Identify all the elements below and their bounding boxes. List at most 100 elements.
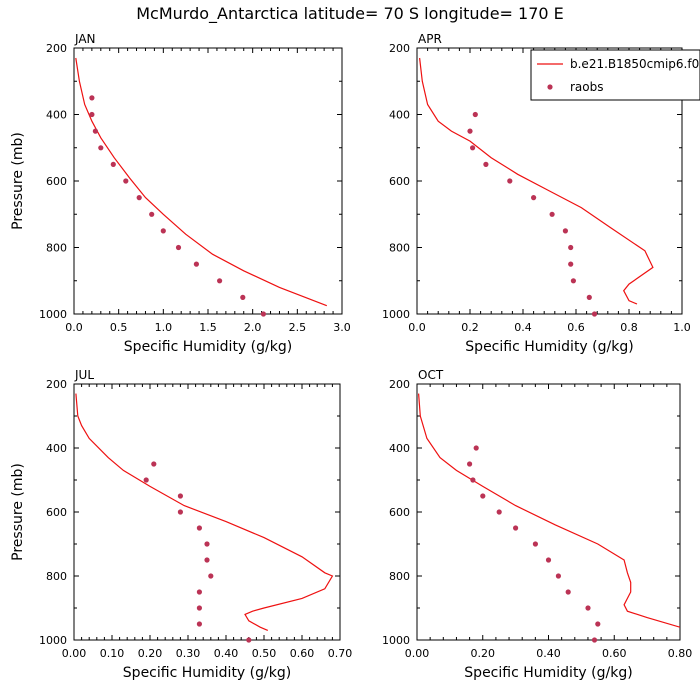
legend-box	[530, 49, 700, 101]
panel-title: OCT	[418, 368, 444, 382]
obs-point	[89, 111, 95, 118]
obs-point	[568, 261, 574, 267]
x-tick-label: 0.50	[252, 647, 277, 660]
obs-point	[196, 621, 202, 627]
obs-point	[555, 573, 562, 579]
model-line	[418, 393, 680, 628]
plot-frame	[416, 383, 681, 641]
obs-point	[177, 509, 183, 515]
y-tick-label: 1000	[39, 634, 67, 647]
obs-point	[177, 493, 183, 499]
y-tick-label: 400	[389, 442, 410, 455]
obs-point	[467, 461, 473, 467]
y-tick-label: 1000	[39, 308, 67, 321]
obs-point	[98, 145, 104, 151]
y-tick-label: 400	[46, 109, 67, 122]
obs-point	[591, 637, 598, 643]
obs-point	[217, 278, 223, 284]
model-line	[75, 393, 334, 631]
obs-point	[110, 161, 116, 167]
y-tick-label: 600	[389, 175, 410, 188]
y-tick-label: 600	[46, 175, 67, 188]
legend-model-label: b.e21.B1850cmip6.f09	[570, 57, 700, 71]
panel-title: JUL	[74, 368, 94, 382]
obs-point	[480, 493, 486, 499]
obs-point	[240, 294, 246, 300]
model-line	[75, 57, 328, 307]
x-tick-label: 0.5	[110, 321, 128, 334]
x-tick-label: 0.40	[214, 647, 239, 660]
plot-frame	[73, 47, 343, 315]
panel-title: JAN	[74, 32, 96, 46]
obs-point	[204, 541, 210, 547]
obs-point	[562, 228, 569, 234]
legend-obs-label: raobs	[570, 80, 604, 94]
y-tick-label: 1000	[382, 634, 410, 647]
y-axis-label: Pressure (mb)	[10, 132, 26, 230]
y-axis-label: Pressure (mb)	[10, 463, 26, 561]
obs-point	[549, 211, 555, 217]
obs-point	[591, 311, 598, 317]
x-tick-label: 0.20	[471, 647, 496, 660]
obs-point	[260, 311, 266, 317]
obs-point	[160, 228, 166, 234]
obs-point	[570, 278, 577, 284]
x-tick-label: 0.70	[328, 647, 353, 660]
obs-point	[531, 195, 537, 201]
y-tick-label: 200	[46, 378, 67, 391]
y-tick-label: 200	[389, 378, 410, 391]
obs-point	[136, 195, 142, 201]
obs-point	[565, 589, 571, 595]
x-tick-label: 0.10	[100, 647, 125, 660]
x-tick-label: 0.80	[668, 647, 693, 660]
obs-point	[483, 161, 489, 167]
obs-point	[532, 541, 539, 547]
obs-point	[151, 461, 157, 467]
x-tick-label: 0.4	[514, 321, 532, 334]
obs-point	[472, 111, 478, 118]
y-tick-label: 200	[389, 42, 410, 55]
obs-point	[496, 509, 502, 515]
panel-title: APR	[418, 32, 442, 46]
x-axis-label: Specific Humidity (g/kg)	[464, 665, 632, 681]
model-line	[419, 57, 654, 305]
obs-point	[470, 145, 476, 151]
obs-point	[196, 589, 202, 595]
x-tick-label: 0.60	[602, 647, 627, 660]
x-tick-label: 0.8	[620, 321, 638, 334]
obs-point	[585, 605, 591, 611]
y-tick-label: 200	[46, 42, 67, 55]
x-tick-label: 0.0	[408, 321, 426, 334]
y-tick-label: 800	[389, 570, 410, 583]
legend: b.e21.B1850cmip6.f09 raobs	[530, 49, 700, 101]
x-tick-label: 1.0	[673, 321, 691, 334]
x-axis-label: Specific Humidity (g/kg)	[465, 339, 633, 355]
x-tick-label: 2.5	[289, 321, 307, 334]
obs-point	[507, 178, 513, 184]
x-tick-label: 1.5	[199, 321, 217, 334]
x-tick-label: 0.0	[65, 321, 83, 334]
obs-point	[513, 525, 519, 531]
obs-point	[196, 605, 202, 611]
obs-point	[149, 211, 155, 217]
x-tick-label: 0.30	[176, 647, 201, 660]
y-tick-label: 800	[389, 242, 410, 255]
obs-point	[204, 557, 210, 563]
x-tick-label: 0.00	[405, 647, 430, 660]
figure-title: McMurdo_Antarctica latitude= 70 S longit…	[136, 4, 564, 24]
obs-point	[470, 477, 476, 483]
x-tick-label: 1.0	[155, 321, 173, 334]
obs-point	[196, 525, 202, 531]
obs-point	[595, 621, 601, 627]
obs-point	[473, 445, 479, 451]
x-tick-label: 0.60	[290, 647, 315, 660]
obs-point	[467, 128, 473, 134]
x-tick-label: 0.6	[567, 321, 585, 334]
x-tick-label: 2.0	[244, 321, 262, 334]
